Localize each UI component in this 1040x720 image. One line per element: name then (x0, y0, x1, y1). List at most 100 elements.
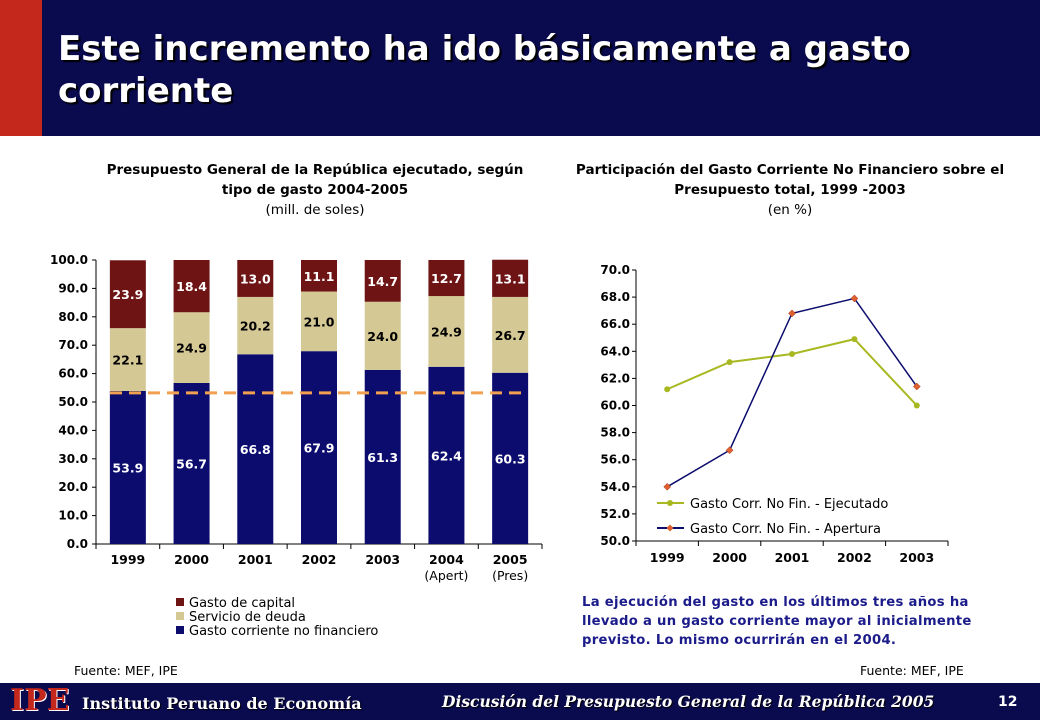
bar-x-tick-label: (Apert) (424, 568, 468, 583)
bar-segment (364, 369, 401, 544)
line-chart-title-block: Participación del Gasto Corriente No Fin… (575, 160, 1005, 220)
header-bar (0, 0, 1040, 136)
bar-segment (364, 260, 401, 302)
bar-y-tick-label: 70.0 (58, 338, 88, 352)
bar-value-label: 23.9 (112, 287, 143, 302)
line-y-tick-label: 50.0 (600, 534, 630, 548)
bar-value-label: 20.2 (240, 319, 271, 334)
bar-y-tick-label: 0.0 (67, 537, 88, 551)
bar-chart-title-block: Presupuesto General de la República ejec… (95, 160, 535, 220)
bar-y-tick-label: 10.0 (58, 509, 88, 523)
bar-value-label: 24.0 (367, 329, 398, 344)
bar-segment (173, 260, 210, 313)
bar-segment (301, 351, 337, 544)
line-chart-subtitle: (en %) (767, 202, 813, 218)
line-legend-label: Gasto Corr. No Fin. - Ejecutado (690, 497, 888, 512)
bar-x-tick-label: 2004 (429, 552, 464, 567)
bar-segment (237, 354, 274, 544)
bar-value-label: 12.7 (431, 271, 462, 286)
page-number: 12 (998, 694, 1018, 710)
bar-segment (301, 260, 337, 292)
footer-organization: Instituto Peruano de Economía (82, 694, 362, 713)
bar-y-tick-label: 60.0 (58, 367, 88, 381)
line-chart-source: Fuente: MEF, IPE (860, 663, 964, 678)
line-series-point (912, 382, 921, 391)
footer-event: Discusión del Presupuesto General de la … (442, 692, 935, 711)
bar-y-tick-label: 40.0 (58, 423, 88, 437)
line-legend-marker (667, 500, 673, 506)
bar-segment (492, 259, 529, 297)
line-legend-label: Gasto Corr. No Fin. - Apertura (690, 522, 881, 537)
bar-segment (237, 260, 274, 297)
bar-x-tick-label: 2002 (302, 552, 337, 567)
line-x-tick-label: 2001 (775, 550, 810, 565)
bar-segment (173, 382, 210, 544)
line-x-tick-label: 2000 (712, 550, 747, 565)
legend-label: Gasto corriente no financiero (189, 624, 378, 639)
line-x-tick-label: 2003 (899, 550, 934, 565)
line-y-tick-label: 64.0 (600, 344, 630, 358)
bar-segment (109, 260, 146, 329)
line-series-point (664, 386, 671, 393)
line-series-path (666, 297, 918, 488)
line-series-point (850, 294, 859, 303)
bar-value-label: 24.9 (431, 324, 462, 339)
bar-value-label: 67.9 (304, 441, 335, 456)
bar-x-tick-label: 1999 (110, 552, 145, 567)
line-y-tick-label: 52.0 (600, 507, 630, 521)
line-x-tick-label: 1999 (650, 550, 685, 565)
legend-swatch (176, 598, 184, 606)
commentary-note: La ejecución del gasto en los últimos tr… (582, 595, 972, 648)
bar-segment (301, 291, 337, 352)
line-series-point (726, 359, 733, 366)
bar-value-label: 13.1 (495, 271, 526, 286)
bar-chart-source: Fuente: MEF, IPE (74, 663, 178, 678)
bar-value-label: 14.7 (367, 274, 398, 289)
line-y-tick-label: 62.0 (600, 371, 630, 385)
line-y-tick-label: 66.0 (600, 317, 630, 331)
bar-chart-subtitle: (mill. de soles) (265, 202, 365, 218)
line-legend-marker (666, 524, 674, 532)
bar-segment (492, 372, 529, 544)
line-y-tick-label: 54.0 (600, 480, 630, 494)
bar-segment (364, 301, 401, 370)
bar-segment (173, 312, 210, 383)
bar-y-tick-label: 20.0 (58, 480, 88, 494)
bar-value-label: 62.4 (431, 448, 462, 463)
line-series-path (666, 337, 918, 407)
bar-value-label: 53.9 (112, 460, 143, 475)
line-y-tick-label: 60.0 (600, 399, 630, 413)
bar-segment (428, 296, 465, 367)
bar-value-label: 18.4 (176, 279, 207, 294)
bar-value-label: 61.3 (367, 450, 398, 465)
line-series-point (851, 336, 858, 343)
legend-swatch (176, 612, 184, 620)
bar-value-label: 24.9 (176, 341, 207, 356)
line-y-tick-label: 68.0 (600, 290, 630, 304)
bar-value-label: 21.0 (304, 314, 335, 329)
bar-y-tick-label: 90.0 (58, 281, 88, 295)
bar-value-label: 66.8 (240, 442, 271, 457)
bar-segment (492, 296, 529, 373)
line-y-tick-label: 56.0 (600, 453, 630, 467)
bar-segment (428, 366, 465, 544)
bar-y-tick-label: 50.0 (58, 395, 88, 409)
bar-y-tick-label: 100.0 (50, 253, 88, 267)
bar-value-label: 26.7 (495, 328, 526, 343)
bar-segment (428, 260, 465, 297)
ipe-logo: IPE (10, 683, 70, 718)
line-x-tick-label: 2002 (837, 550, 872, 565)
bar-x-tick-label: 2000 (174, 552, 209, 567)
bar-value-label: 60.3 (495, 451, 526, 466)
line-y-tick-label: 58.0 (600, 426, 630, 440)
bar-chart-title: Presupuesto General de la República ejec… (106, 162, 524, 198)
legend-swatch (176, 626, 184, 634)
line-chart-title: Participación del Gasto Corriente No Fin… (575, 162, 1005, 198)
legend-label: Gasto de capital (189, 596, 295, 611)
slide-title: Este incremento ha ido básicamente a gas… (58, 29, 911, 111)
bar-value-label: 56.7 (176, 456, 207, 471)
bar-y-tick-label: 30.0 (58, 452, 88, 466)
bar-segment (109, 328, 146, 391)
